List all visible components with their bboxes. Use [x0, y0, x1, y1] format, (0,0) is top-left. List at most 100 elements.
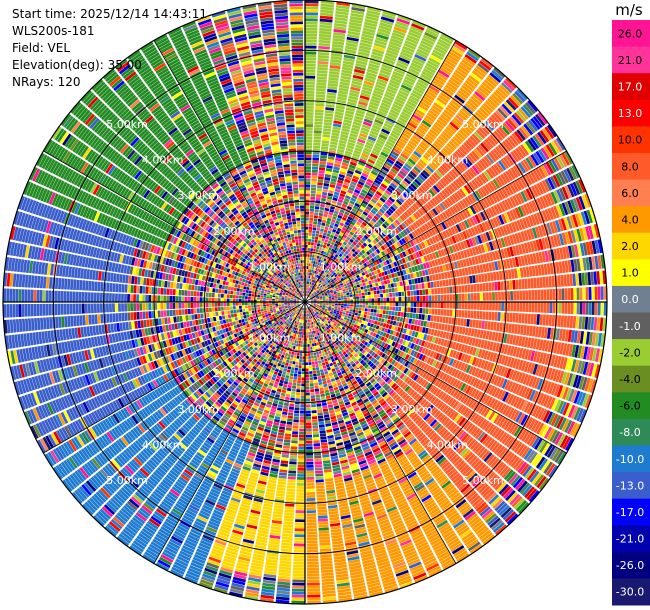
velocity-cell — [308, 229, 313, 233]
velocity-cell — [532, 115, 543, 129]
velocity-cell — [391, 311, 395, 316]
velocity-cell — [463, 142, 472, 152]
velocity-cell — [498, 126, 508, 138]
velocity-cell — [378, 272, 383, 278]
velocity-cell — [418, 283, 422, 290]
velocity-cell — [410, 92, 422, 100]
velocity-cell — [550, 140, 560, 154]
velocity-cell — [373, 270, 378, 275]
velocity-cell — [406, 262, 411, 268]
velocity-cell — [348, 213, 355, 218]
velocity-cell — [319, 295, 322, 298]
velocity-cell — [383, 192, 390, 199]
velocity-cell — [316, 194, 322, 198]
velocity-cell — [493, 204, 500, 215]
velocity-cell — [327, 271, 331, 275]
velocity-cell — [368, 189, 375, 196]
velocity-cell — [317, 61, 329, 65]
velocity-cell — [376, 159, 384, 166]
velocity-cell — [322, 131, 331, 135]
velocity-cell — [517, 206, 525, 218]
velocity-cell — [383, 249, 389, 255]
velocity-cell — [305, 175, 311, 179]
velocity-cell — [367, 322, 371, 327]
velocity-cell — [460, 144, 470, 154]
velocity-cell — [352, 205, 359, 211]
velocity-cell — [446, 294, 450, 301]
velocity-cell — [314, 277, 318, 281]
velocity-cell — [348, 136, 357, 141]
velocity-cell — [441, 211, 448, 220]
velocity-cell — [462, 249, 468, 258]
velocity-cell — [510, 302, 514, 312]
velocity-cell — [509, 134, 519, 147]
velocity-cell — [498, 202, 506, 213]
velocity-cell — [512, 312, 516, 323]
velocity-cell — [326, 283, 330, 286]
velocity-cell — [423, 255, 428, 262]
velocity-cell — [359, 304, 362, 308]
velocity-cell — [527, 172, 536, 184]
velocity-cell — [340, 271, 344, 276]
velocity-cell — [441, 201, 449, 209]
velocity-cell — [357, 313, 361, 317]
velocity-cell — [308, 266, 311, 270]
velocity-cell — [395, 198, 403, 206]
velocity-cell — [411, 278, 415, 285]
velocity-cell — [351, 194, 358, 200]
velocity-cell — [370, 241, 375, 247]
velocity-cell — [430, 174, 439, 182]
velocity-cell — [313, 273, 316, 277]
velocity-cell — [333, 166, 340, 171]
velocity-cell — [506, 235, 512, 246]
velocity-cell — [345, 45, 358, 51]
velocity-cell — [347, 33, 360, 39]
velocity-cell — [311, 166, 319, 170]
velocity-cell — [533, 213, 540, 225]
velocity-cell — [416, 106, 427, 114]
velocity-cell — [340, 307, 344, 310]
velocity-cell — [348, 287, 352, 290]
velocity-cell — [305, 121, 314, 124]
velocity-cell — [449, 195, 456, 204]
velocity-cell — [329, 265, 334, 269]
velocity-cell — [327, 214, 333, 219]
velocity-cell — [309, 260, 312, 264]
velocity-cell — [471, 215, 478, 225]
velocity-cell — [365, 281, 369, 286]
velocity-cell — [437, 287, 441, 295]
velocity-cell — [388, 40, 402, 48]
velocity-cell — [339, 281, 343, 284]
velocity-cell — [336, 99, 347, 104]
velocity-cell — [396, 187, 404, 194]
velocity-cell — [306, 293, 308, 297]
velocity-cell — [373, 145, 382, 151]
velocity-cell — [522, 142, 532, 154]
velocity-cell — [330, 284, 334, 287]
velocity-cell — [407, 97, 419, 106]
velocity-cell — [323, 279, 326, 283]
velocity-cell — [428, 189, 436, 197]
velocity-cell — [363, 147, 372, 153]
velocity-cell — [357, 241, 363, 247]
velocity-cell — [543, 302, 547, 313]
velocity-cell — [317, 221, 322, 226]
velocity-cell — [392, 221, 399, 228]
velocity-cell — [428, 302, 432, 308]
velocity-cell — [445, 56, 458, 66]
velocity-cell — [549, 289, 553, 301]
velocity-cell — [401, 251, 407, 258]
velocity-cell — [392, 320, 397, 326]
velocity-cell — [356, 316, 361, 320]
velocity-cell — [474, 236, 480, 245]
velocity-cell — [368, 104, 379, 110]
velocity-cell — [397, 232, 404, 239]
velocity-cell — [482, 283, 486, 292]
velocity-cell — [453, 71, 465, 81]
velocity-cell — [341, 187, 348, 192]
velocity-cell — [305, 36, 317, 40]
velocity-cell — [371, 298, 375, 302]
velocity-cell — [370, 98, 381, 105]
velocity-cell — [316, 224, 321, 229]
velocity-cell — [387, 173, 395, 180]
